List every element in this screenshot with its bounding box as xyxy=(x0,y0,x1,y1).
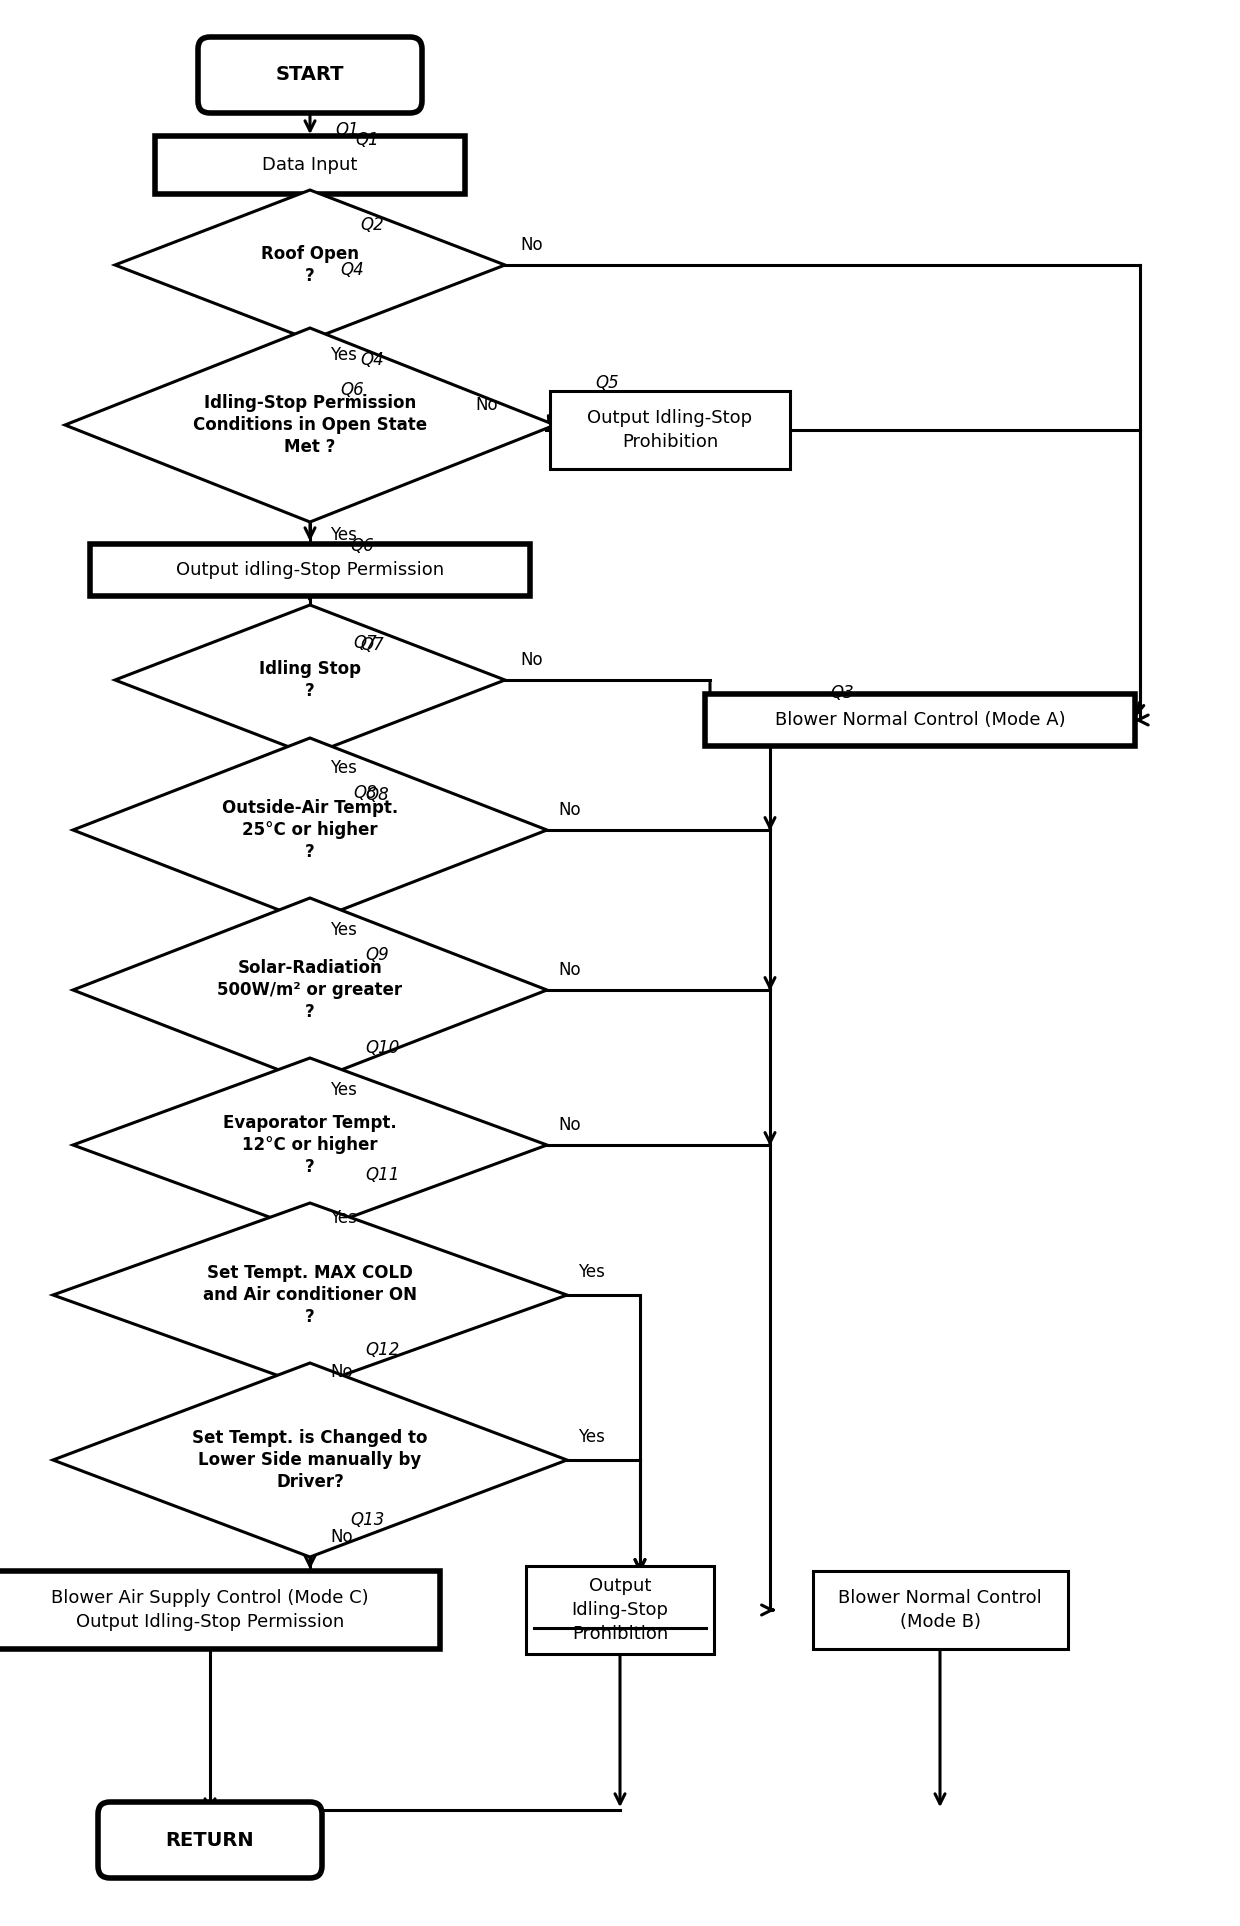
Bar xyxy=(526,1566,714,1654)
Text: No: No xyxy=(475,397,497,414)
Text: Q8: Q8 xyxy=(353,784,377,801)
Text: Yes: Yes xyxy=(330,759,357,776)
Text: No: No xyxy=(558,961,580,978)
Text: Data Input: Data Input xyxy=(263,156,357,173)
Text: Q1: Q1 xyxy=(355,131,378,148)
Text: No: No xyxy=(520,237,543,254)
Polygon shape xyxy=(115,191,505,341)
Polygon shape xyxy=(73,1057,547,1233)
Text: Q13: Q13 xyxy=(350,1512,384,1529)
Text: Solar-Radiation
500W/m² or greater
?: Solar-Radiation 500W/m² or greater ? xyxy=(217,959,403,1021)
Polygon shape xyxy=(73,898,547,1082)
Text: Q3: Q3 xyxy=(830,684,854,701)
Text: Evaporator Tempt.
12°C or higher
?: Evaporator Tempt. 12°C or higher ? xyxy=(223,1113,397,1177)
Text: Q11: Q11 xyxy=(365,1165,399,1184)
Text: Output idling-Stop Permission: Output idling-Stop Permission xyxy=(176,560,444,580)
Text: No: No xyxy=(330,1364,352,1381)
Bar xyxy=(706,693,1135,745)
FancyBboxPatch shape xyxy=(198,37,422,114)
Text: Yes: Yes xyxy=(330,347,357,364)
Text: Q10: Q10 xyxy=(365,1038,399,1057)
Text: Idling Stop
?: Idling Stop ? xyxy=(259,661,361,699)
Text: Q6: Q6 xyxy=(340,381,363,399)
Text: Blower Air Supply Control (Mode C)
Output Idling-Stop Permission: Blower Air Supply Control (Mode C) Outpu… xyxy=(51,1589,368,1631)
Text: Yes: Yes xyxy=(330,1210,357,1227)
Text: Q1: Q1 xyxy=(335,121,358,139)
Text: Idling-Stop Permission
Conditions in Open State
Met ?: Idling-Stop Permission Conditions in Ope… xyxy=(193,393,427,456)
Text: Q12: Q12 xyxy=(365,1340,399,1360)
Text: Q6: Q6 xyxy=(350,537,373,555)
Text: No: No xyxy=(330,1527,352,1547)
Text: No: No xyxy=(558,1115,580,1134)
Text: Set Tempt. is Changed to
Lower Side manually by
Driver?: Set Tempt. is Changed to Lower Side manu… xyxy=(192,1429,428,1491)
Text: START: START xyxy=(275,65,345,85)
Bar xyxy=(0,1572,440,1649)
Text: Yes: Yes xyxy=(330,1080,357,1100)
Text: Output Idling-Stop
Prohibition: Output Idling-Stop Prohibition xyxy=(588,408,753,451)
FancyBboxPatch shape xyxy=(98,1803,322,1878)
Text: Yes: Yes xyxy=(330,526,357,543)
Text: Q7: Q7 xyxy=(353,634,377,653)
Text: Q9: Q9 xyxy=(365,946,389,965)
Polygon shape xyxy=(73,738,547,923)
Text: Q4: Q4 xyxy=(360,351,383,370)
Bar xyxy=(551,391,790,470)
Text: Q7: Q7 xyxy=(360,636,383,655)
Text: Q2: Q2 xyxy=(360,216,383,233)
Text: Roof Open
?: Roof Open ? xyxy=(260,245,360,285)
Polygon shape xyxy=(53,1204,567,1387)
Text: RETURN: RETURN xyxy=(166,1830,254,1849)
Text: Q8: Q8 xyxy=(365,786,389,803)
Bar xyxy=(155,137,465,195)
Text: Yes: Yes xyxy=(578,1427,605,1446)
Bar xyxy=(812,1572,1068,1649)
Text: No: No xyxy=(520,651,543,668)
Text: Set Tempt. MAX COLD
and Air conditioner ON
?: Set Tempt. MAX COLD and Air conditioner … xyxy=(203,1263,417,1327)
Text: Yes: Yes xyxy=(578,1263,605,1281)
Polygon shape xyxy=(53,1364,567,1556)
Text: Q4: Q4 xyxy=(340,262,363,279)
Text: Output
Idling-Stop
Prohibition: Output Idling-Stop Prohibition xyxy=(572,1577,668,1643)
Text: Blower Normal Control (Mode A): Blower Normal Control (Mode A) xyxy=(775,711,1065,730)
Polygon shape xyxy=(115,605,505,755)
Text: Blower Normal Control
(Mode B): Blower Normal Control (Mode B) xyxy=(838,1589,1042,1631)
Text: Outside-Air Tempt.
25°C or higher
?: Outside-Air Tempt. 25°C or higher ? xyxy=(222,799,398,861)
Text: Q5: Q5 xyxy=(595,374,619,393)
Bar xyxy=(91,543,529,595)
Text: No: No xyxy=(558,801,580,819)
Polygon shape xyxy=(64,327,556,522)
Text: Yes: Yes xyxy=(330,921,357,940)
